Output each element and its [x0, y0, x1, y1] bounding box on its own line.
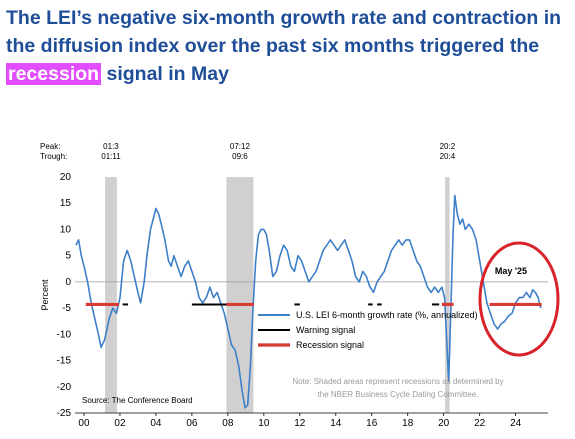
- shading-note-line1: Note: Shaded areas represent recessions …: [292, 377, 503, 386]
- x-tick-label: 22: [474, 418, 486, 429]
- chart-container: 20 15 10 5 0 -5 -10 -15 -20 -25 Percent 00 02 04 06 08 1…: [0, 118, 575, 434]
- recession-trough-date: 01:11: [101, 152, 121, 161]
- y-tick-label: -10: [57, 329, 72, 340]
- x-tick-label: 12: [294, 418, 306, 429]
- lei-chart: 20 15 10 5 0 -5 -10 -15 -20 -25 Percent 00 02 04 06 08 1…: [0, 118, 575, 434]
- headline-highlight: recession: [6, 63, 102, 85]
- headline: The LEI’s negative six-month growth rate…: [6, 4, 571, 88]
- x-tick-label: 04: [150, 418, 162, 429]
- source-note: Source: The Conference Board: [82, 396, 193, 405]
- y-tick-label: -5: [62, 303, 71, 314]
- recession-peak-date: 07:12: [230, 142, 251, 151]
- headline-text-part1: The LEI’s negative six-month growth rate…: [6, 7, 562, 57]
- x-tick-label: 00: [78, 418, 90, 429]
- x-tick-label: 06: [186, 418, 198, 429]
- x-tick-label: 08: [222, 418, 234, 429]
- y-tick-label: -15: [57, 356, 72, 367]
- x-tick-label: 02: [114, 418, 126, 429]
- highlight-circle: [478, 241, 560, 357]
- y-tick-label: 5: [65, 251, 71, 262]
- headline-text-part2: signal in May: [101, 63, 229, 85]
- legend-label-warning: Warning signal: [296, 325, 355, 335]
- recession-shade: [105, 177, 117, 413]
- y-axis-label: Percent: [40, 279, 50, 311]
- x-tick-label: 14: [330, 418, 342, 429]
- y-tick-label: 20: [60, 172, 72, 183]
- y-tick-label: 10: [60, 224, 72, 235]
- peak-label: Peak:: [40, 142, 60, 151]
- y-tick-label: -25: [57, 408, 72, 419]
- legend-label-lei: U.S. LEI 6-month growth rate (%, annuali…: [296, 310, 478, 320]
- x-tick-label: 10: [258, 418, 270, 429]
- shading-note-line2: the NBER Business Cycle Dating Committee…: [318, 390, 479, 399]
- x-tick-label: 20: [438, 418, 450, 429]
- trough-label: Trough:: [40, 152, 67, 161]
- may-25-label: May '25: [495, 266, 527, 276]
- y-tick-label: 15: [60, 198, 72, 209]
- y-tick-label: -20: [57, 382, 72, 393]
- lei-growth-line: [75, 194, 542, 409]
- x-tick-label: 18: [402, 418, 414, 429]
- recession-peak-date: 20:2: [440, 142, 456, 151]
- recession-trough-date: 09:6: [232, 152, 248, 161]
- legend-label-recession: Recession signal: [296, 340, 364, 350]
- recession-shade: [445, 177, 450, 413]
- x-tick-label: 16: [366, 418, 378, 429]
- y-tick-label: 0: [65, 277, 71, 288]
- chart-background: [0, 118, 575, 434]
- recession-peak-date: 01:3: [103, 142, 119, 151]
- recession-trough-date: 20:4: [440, 152, 456, 161]
- x-tick-label: 24: [510, 418, 522, 429]
